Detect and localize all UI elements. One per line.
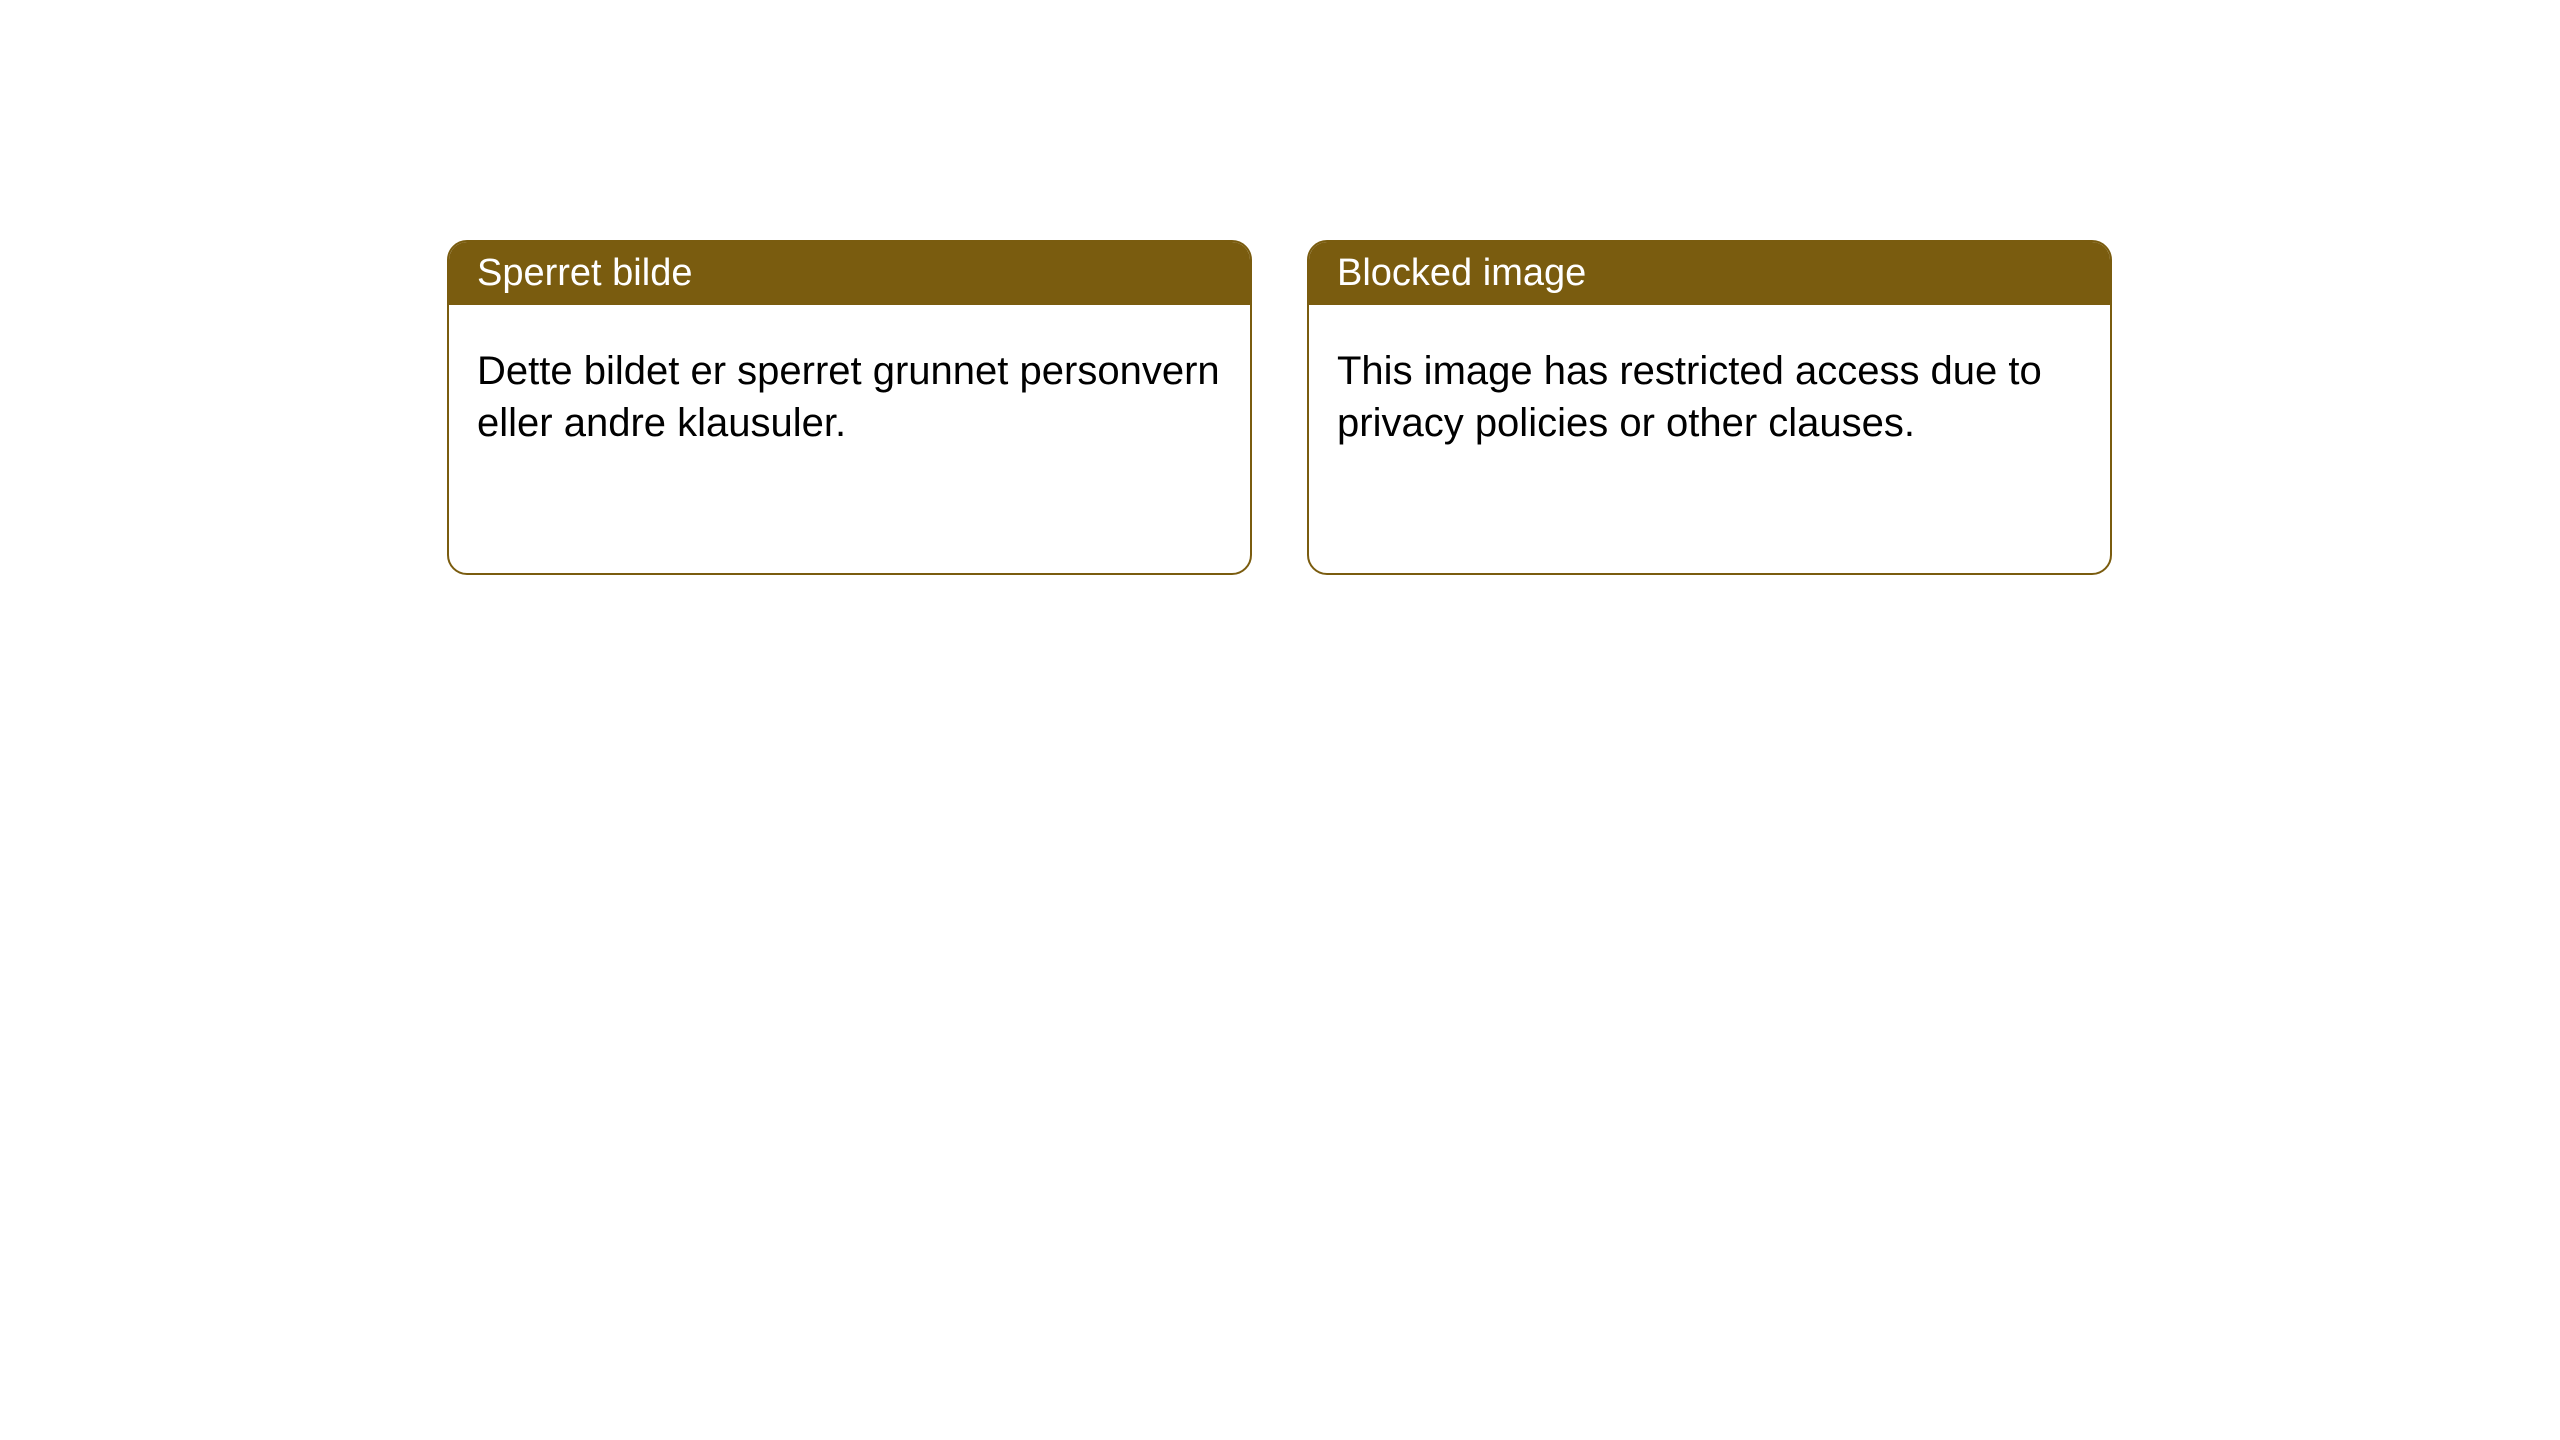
- card-title: Blocked image: [1337, 252, 1586, 294]
- card-body-text: Dette bildet er sperret grunnet personve…: [477, 349, 1220, 445]
- card-header-norwegian: Sperret bilde: [449, 242, 1250, 305]
- card-body-text: This image has restricted access due to …: [1337, 349, 2042, 445]
- notice-card-english: Blocked image This image has restricted …: [1307, 240, 2112, 575]
- card-body-norwegian: Dette bildet er sperret grunnet personve…: [449, 305, 1250, 489]
- card-header-english: Blocked image: [1309, 242, 2110, 305]
- notice-card-norwegian: Sperret bilde Dette bildet er sperret gr…: [447, 240, 1252, 575]
- card-title: Sperret bilde: [477, 252, 692, 294]
- card-body-english: This image has restricted access due to …: [1309, 305, 2110, 489]
- notice-cards-container: Sperret bilde Dette bildet er sperret gr…: [0, 0, 2560, 575]
